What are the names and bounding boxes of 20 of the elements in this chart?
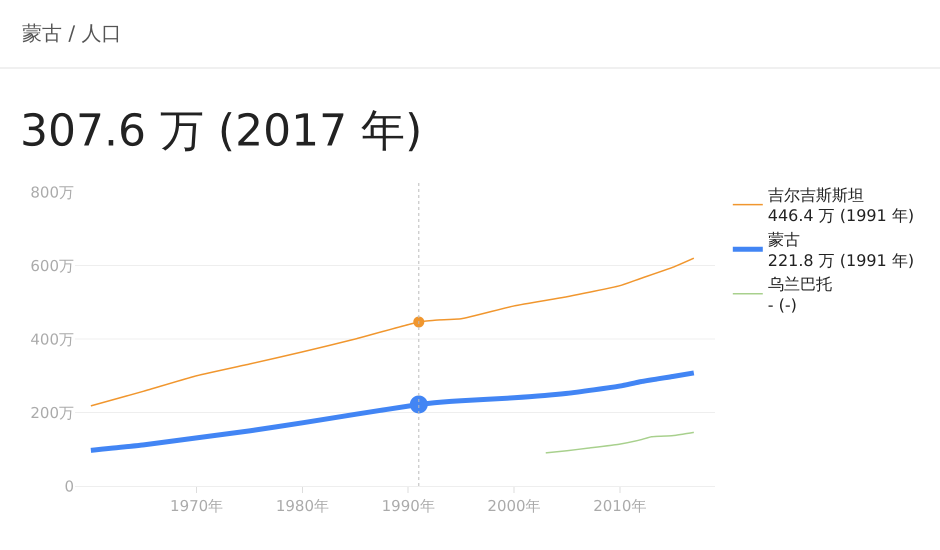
y-tick-label: 0	[64, 477, 74, 496]
y-tick-label: 600万	[30, 256, 74, 275]
x-tick-label: 2000年	[487, 497, 541, 515]
y-tick-label: 200万	[30, 404, 74, 422]
y-tick-label: 400万	[30, 330, 74, 348]
x-tick-label: 1970年	[170, 497, 224, 515]
chart-subtitle: 蒙古 / 人口	[22, 21, 122, 45]
legend-label: 吉尔吉斯斯坦	[768, 185, 864, 204]
y-tick-label: 800万	[30, 183, 74, 202]
line-series	[90, 257, 695, 407]
x-tick-label: 1990年	[382, 497, 435, 515]
x-tick-label: 2010年	[593, 497, 646, 515]
text: - (-)	[768, 295, 797, 314]
legend-label: 蒙古	[768, 230, 800, 250]
line-series	[544, 432, 695, 454]
x-tick-label: 1980年	[276, 497, 330, 515]
text: 446.4 万 (1991 年)	[768, 206, 914, 226]
legend-label: 乌兰巴托	[768, 274, 832, 294]
text: 221.8 万 (1991 年)	[768, 250, 914, 270]
chart-title: 307.6 万 (2017 年)	[20, 105, 422, 156]
